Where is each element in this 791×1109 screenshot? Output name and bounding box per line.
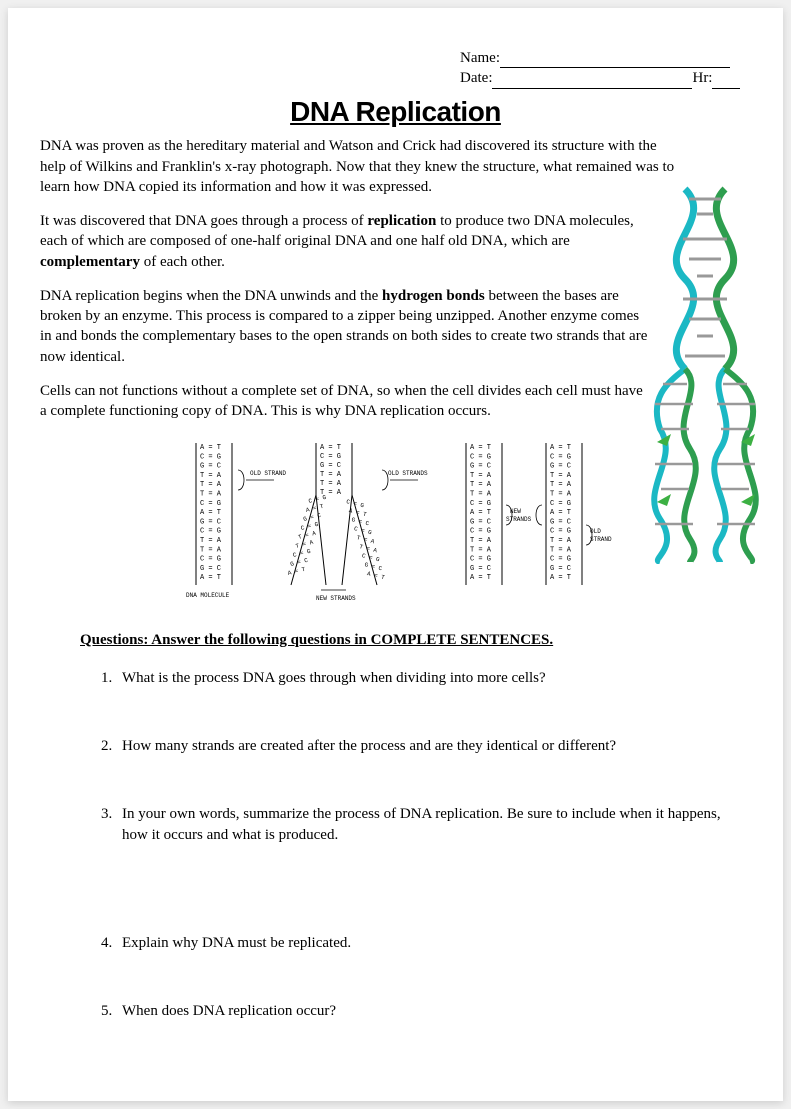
question-3: In your own words, summarize the process… <box>116 804 731 845</box>
paragraph-1: DNA was proven as the hereditary materia… <box>40 136 680 197</box>
paragraph-2: It was discovered that DNA goes through … <box>40 211 650 272</box>
page-title: DNA Replication <box>40 93 751 131</box>
name-row: Name: <box>460 48 751 68</box>
p2-b: replication <box>367 213 436 229</box>
new-strands-label-1: NEW STRANDS <box>316 595 356 602</box>
p2-e: of each other. <box>140 254 225 270</box>
question-5: When does DNA replication occur? <box>116 1001 731 1021</box>
p2-a: It was discovered that DNA goes through … <box>40 213 367 229</box>
body-content: DNA was proven as the hereditary materia… <box>40 136 751 1021</box>
svg-text:A = T: A = T <box>366 570 386 581</box>
new-strands-label-2: NEW <box>510 508 521 515</box>
helix-fork-right <box>714 369 756 562</box>
dna-helix-figure <box>645 184 765 564</box>
questions-heading: Questions: Answer the following question… <box>80 630 751 650</box>
name-label: Name: <box>460 50 500 66</box>
questions-list: What is the process DNA goes through whe… <box>116 668 751 1022</box>
p3-b: hydrogen bonds <box>382 288 485 304</box>
paragraph-3: DNA replication begins when the DNA unwi… <box>40 286 650 367</box>
old-strand-label-2: OLD <box>590 528 601 535</box>
svg-text:A = T: A = T <box>286 566 306 577</box>
diagram-right-strand-2: A = TC = GG = CT = AT = AT = AC = GA = T… <box>550 444 572 582</box>
worksheet-page: Name: Date: Hr: DNA Replication <box>8 8 783 1101</box>
dna-molecule-label: DNA MOLECULE <box>186 592 230 599</box>
question-1: What is the process DNA goes through whe… <box>116 668 731 688</box>
header-fields: Name: Date: Hr: <box>460 48 751 89</box>
question-4: Explain why DNA must be replicated. <box>116 933 731 953</box>
dna-helix-svg <box>645 184 765 564</box>
paragraph-4: Cells can not functions without a comple… <box>40 381 650 422</box>
p3-a: DNA replication begins when the DNA unwi… <box>40 288 382 304</box>
replication-diagram-svg: A = TC = GG = CT = AT = AT = AC = GA = T… <box>166 435 626 605</box>
diagram-right-strand-1: A = TC = GG = CT = AT = AT = AC = GA = T… <box>470 444 492 582</box>
question-2: How many strands are created after the p… <box>116 736 731 756</box>
diagram-fork-left: C = GA = TG = CC = GT = AT = AC = GG = C… <box>286 494 326 577</box>
old-strands-label: OLD STRANDS <box>388 470 428 477</box>
date-row: Date: Hr: <box>460 68 751 88</box>
helix-fork-left <box>654 369 696 562</box>
old-strand-label-2b: STRAND <box>590 536 612 543</box>
diagram-left-strand: A = TC = GG = CT = AT = AT = AC = GA = T… <box>200 444 222 582</box>
date-label: Date: <box>460 70 492 86</box>
hr-label: Hr: <box>692 70 712 86</box>
date-blank[interactable] <box>492 88 692 89</box>
hr-blank[interactable] <box>712 88 740 89</box>
diagram-mid-strand-top: A = TC = GG = CT = AT = AT = A <box>320 444 342 497</box>
helix-top <box>676 189 733 369</box>
new-strands-label-2b: STRANDS <box>506 516 532 523</box>
p2-d: complementary <box>40 254 140 270</box>
old-strand-label-1: OLD STRAND <box>250 470 286 477</box>
diagram-fork-right: C = GA = TG = CC = GT = AT = AC = GG = C… <box>345 498 385 581</box>
